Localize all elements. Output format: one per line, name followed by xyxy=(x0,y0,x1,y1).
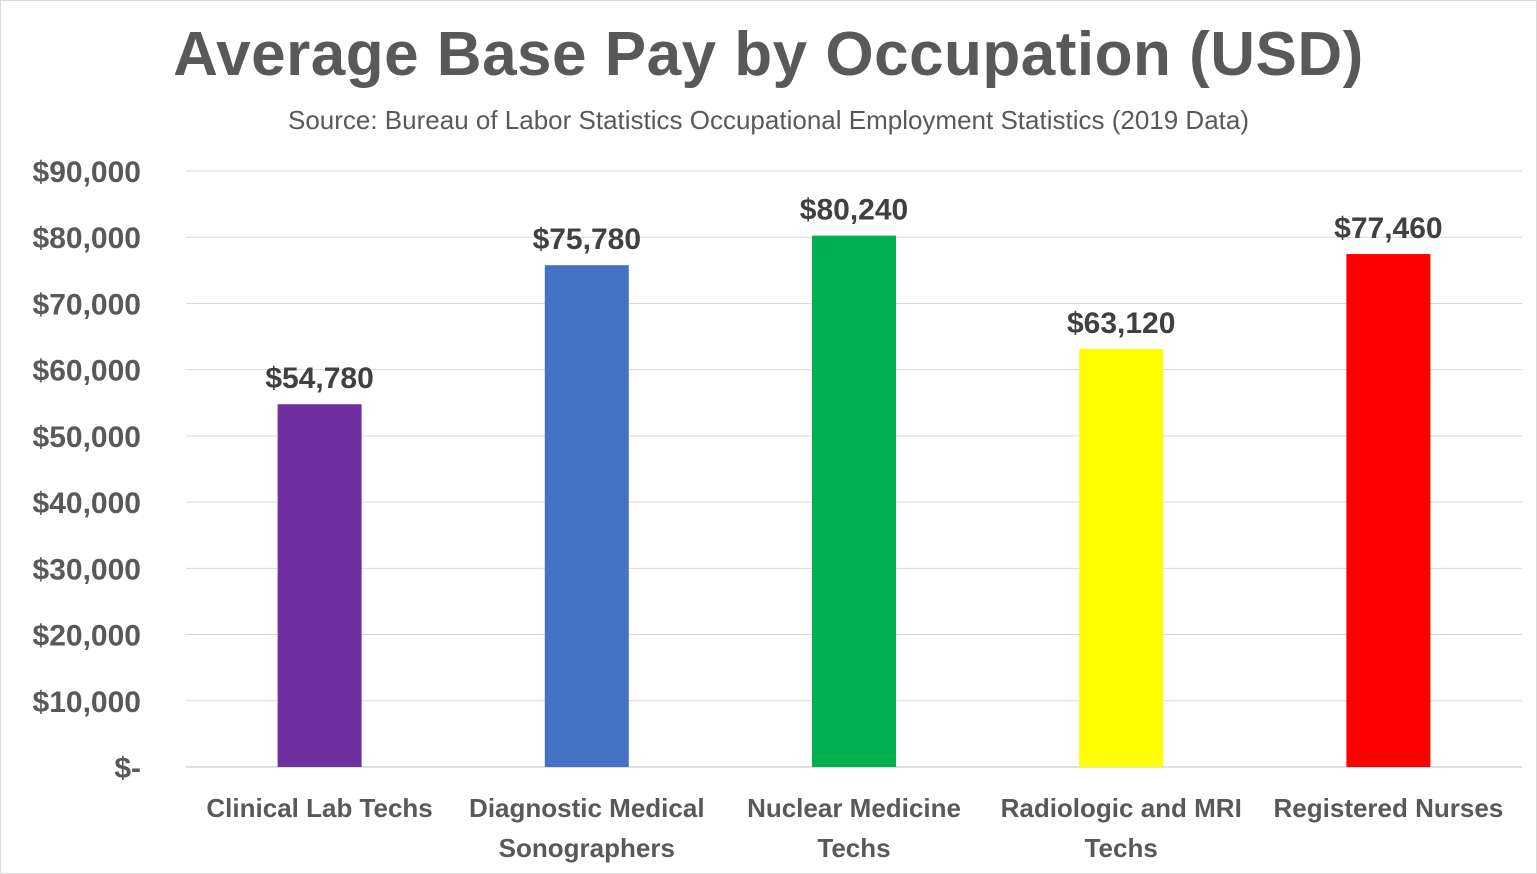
y-tick-label: $90,000 xyxy=(33,156,141,189)
x-category-label-line: Radiologic and MRI xyxy=(1001,793,1242,823)
x-category-label: Radiologic and MRI Techs xyxy=(1001,793,1242,863)
x-category-label-line: Nuclear Medicine xyxy=(747,793,961,823)
x-category-label: Nuclear Medicine Techs xyxy=(747,793,961,863)
x-category-label-line: Techs xyxy=(817,833,890,863)
bar xyxy=(812,235,896,768)
x-category-label-line: Techs xyxy=(1085,833,1158,863)
bar xyxy=(544,265,629,767)
data-label: $75,780 xyxy=(533,223,641,256)
data-label: $63,120 xyxy=(1067,307,1175,340)
y-tick-label: $20,000 xyxy=(33,620,141,653)
bar xyxy=(1346,254,1431,767)
data-label: $54,780 xyxy=(265,362,373,395)
bar xyxy=(277,404,362,767)
data-label: $80,240 xyxy=(800,194,908,227)
x-category-label-line: Clinical Lab Techs xyxy=(206,793,432,823)
x-category-label-line: Registered Nurses xyxy=(1274,793,1504,823)
x-category-label-line: Sonographers xyxy=(499,833,675,863)
y-tick-label: $40,000 xyxy=(33,487,141,520)
x-category-label-line: Diagnostic Medical xyxy=(469,793,705,823)
y-tick-label: $30,000 xyxy=(33,553,141,586)
y-tick-label: $- xyxy=(114,752,141,785)
y-tick-label: $10,000 xyxy=(33,686,141,719)
y-tick-label: $50,000 xyxy=(33,421,141,454)
data-label: $77,460 xyxy=(1334,212,1442,245)
x-category-label: Clinical Lab Techs xyxy=(206,793,432,823)
x-category-label: Registered Nurses xyxy=(1274,793,1504,823)
bar xyxy=(1079,349,1164,767)
y-tick-label: $70,000 xyxy=(33,288,141,321)
chart-subtitle: Source: Bureau of Labor Statistics Occup… xyxy=(287,105,1250,135)
chart-title: Average Base Pay by Occupation (USD) xyxy=(173,20,1364,89)
y-tick-label: $80,000 xyxy=(33,222,141,255)
x-category-label: Diagnostic Medical Sonographers xyxy=(469,793,705,863)
y-tick-label: $60,000 xyxy=(33,355,141,388)
